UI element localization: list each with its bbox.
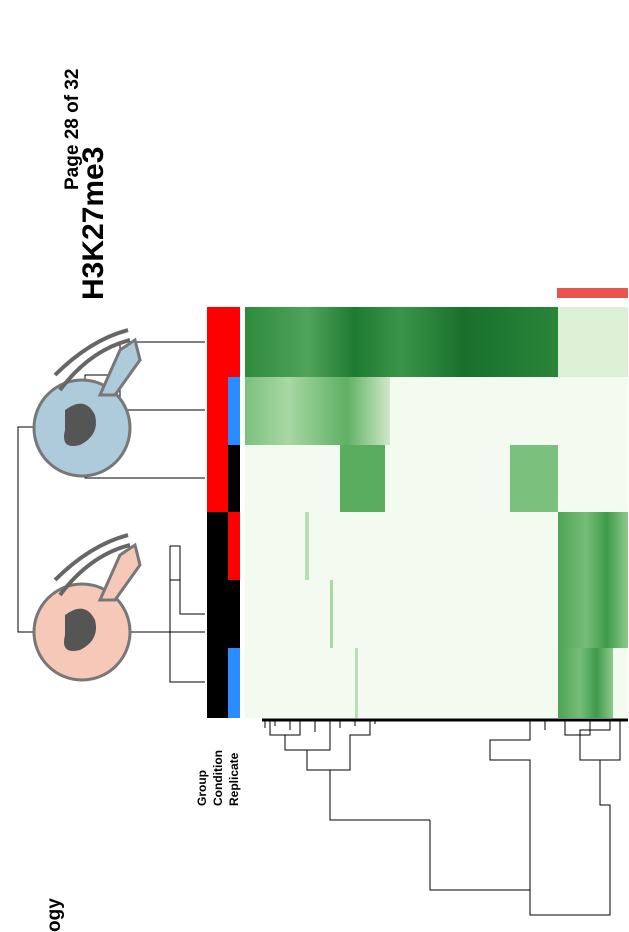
illustration-pink [32,533,142,682]
feature-dendrogram [262,718,628,916]
illustration-blue [32,328,142,478]
annotation-label: Replicate [227,752,241,806]
heatmap [245,288,628,718]
figure-title: H3K27me3 [77,147,110,300]
page-header: Page 28 of 32 [62,69,83,190]
annotation-bars [207,307,240,718]
annotation-label: Group [195,770,209,806]
page-fragment: ogy [44,898,65,932]
annotation-label: Condition [211,750,225,806]
